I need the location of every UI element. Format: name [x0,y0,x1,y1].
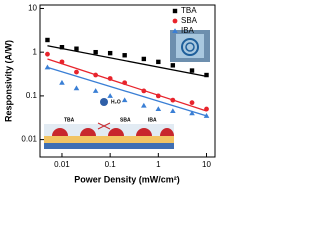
x-tick-label: 0.01 [54,160,70,169]
x-tick-label: 1 [156,160,161,169]
x-tick-label: 0.1 [105,160,117,169]
inset-label: H₂O [111,99,121,105]
marker [59,44,65,50]
marker [189,68,195,73]
inset-label: SBA [120,117,131,123]
y-axis-title: Responsivity (A/W) [3,40,13,122]
marker [74,46,79,51]
marker [141,56,147,62]
marker [122,53,127,58]
inset-label: IBA [148,117,157,123]
plot-frame [39,4,216,158]
marker [141,102,147,108]
marker [107,93,113,98]
marker [93,72,99,78]
marker [45,37,50,43]
marker [74,69,79,75]
marker [121,97,128,103]
chart: TBA SBA IBA H₂O Power Density (mW/cm²) R… [3,4,216,184]
legend-label: SBA [181,16,198,25]
marker [59,59,65,65]
marker [107,76,113,81]
inset-label: TBA [64,117,75,123]
marker [93,49,98,55]
schematic-inset: TBA SBA IBA H₂O [44,98,174,149]
legend-marker [172,18,178,24]
x-axis-title: Power Density (mW/cm²) [74,174,180,184]
marker [141,88,147,94]
marker [92,88,99,93]
marker [204,106,209,112]
marker [204,72,209,78]
marker [155,106,162,112]
y-tick-label: 0.1 [26,91,38,100]
fit-line [47,58,207,112]
legend-marker [172,8,178,14]
y-tick-label: 1 [33,47,38,56]
marker [170,63,176,68]
y-tick-label: 10 [28,4,37,13]
marker [107,50,113,56]
y-tick-label: 0.01 [21,135,37,144]
legend-marker [172,28,178,33]
legend-label: IBA [181,26,195,35]
marker [203,113,210,118]
marker [189,100,195,106]
marker [45,51,50,57]
marker [155,93,161,99]
marker [189,110,195,116]
marker [156,59,161,65]
marker [122,80,128,86]
fit-line [47,45,207,77]
legend-label: TBA [181,6,197,15]
marker [59,79,65,85]
marker [44,64,51,70]
marker [73,85,80,91]
x-tick-label: 10 [202,160,211,169]
marker [170,108,176,114]
fit-line [47,66,207,117]
marker [170,97,176,103]
photo-inset [170,30,210,62]
